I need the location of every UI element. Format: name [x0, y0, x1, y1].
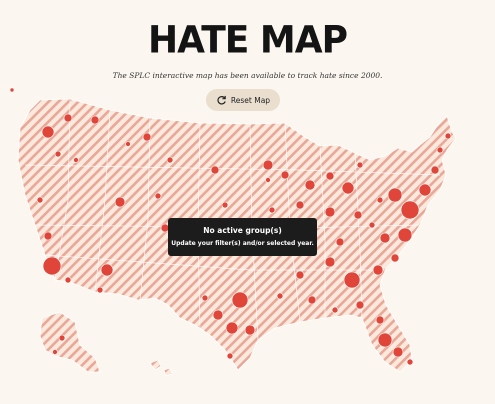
notice-message: Update your filter(s) and/or selected ye… — [171, 240, 314, 247]
map-marker — [418, 183, 432, 197]
map-marker — [406, 358, 414, 366]
reset-map-button[interactable]: Reset Map — [206, 89, 280, 111]
map-marker — [52, 349, 58, 355]
map-marker — [324, 256, 336, 268]
map-marker — [221, 201, 229, 209]
map-marker — [41, 125, 55, 139]
map-marker — [372, 264, 384, 276]
map-marker — [63, 113, 73, 123]
no-results-notice: No active group(s) Update your filter(s)… — [168, 218, 317, 256]
map-marker — [280, 170, 290, 180]
map-marker — [9, 87, 15, 93]
map-marker — [387, 187, 403, 203]
map-marker — [343, 271, 361, 289]
map-marker — [96, 286, 104, 294]
map-marker — [265, 177, 271, 183]
map-marker — [43, 231, 53, 241]
map-marker — [225, 321, 239, 335]
notice-heading: No active group(s) — [203, 226, 282, 235]
map-marker — [430, 165, 440, 175]
map-marker — [307, 295, 317, 305]
map-marker — [355, 300, 365, 310]
map-marker — [42, 256, 62, 276]
map-marker — [268, 206, 276, 214]
map-marker — [368, 221, 376, 229]
page-subtitle: The SPLC interactive map has been availa… — [112, 71, 383, 80]
map-marker — [73, 157, 79, 163]
map-marker — [64, 276, 72, 284]
map-marker — [54, 150, 62, 158]
page-title: HATE MAP — [148, 18, 348, 63]
map-marker — [295, 200, 305, 210]
map-marker — [142, 132, 152, 142]
reset-map-label: Reset Map — [230, 95, 271, 105]
map-marker — [201, 294, 209, 302]
map-marker — [400, 200, 420, 220]
map-marker — [392, 346, 404, 358]
map-marker — [212, 309, 224, 321]
map-marker — [262, 159, 274, 171]
map-marker — [341, 181, 355, 195]
map-alaska[interactable] — [39, 311, 101, 373]
map-marker — [397, 227, 413, 243]
map-marker — [377, 332, 393, 348]
map-marker — [444, 132, 452, 140]
map-marker — [379, 232, 391, 244]
map-marker — [36, 196, 44, 204]
map-hawaii[interactable] — [149, 359, 173, 377]
group-markers[interactable] — [9, 87, 452, 366]
map-marker — [226, 352, 234, 360]
map-marker — [166, 156, 174, 164]
map-marker — [154, 192, 162, 200]
map-marker — [324, 206, 336, 218]
map-marker — [210, 165, 220, 175]
map-marker — [376, 196, 384, 204]
map-marker — [353, 210, 363, 220]
reset-icon — [216, 95, 227, 106]
map-marker — [100, 263, 114, 277]
map-marker — [390, 253, 400, 263]
map-marker — [244, 324, 256, 336]
map-marker — [114, 196, 126, 208]
map-marker — [231, 291, 249, 309]
map-marker — [276, 292, 284, 300]
map-marker — [335, 237, 345, 247]
map-marker — [331, 306, 339, 314]
map-marker — [295, 270, 305, 280]
map-marker — [356, 161, 364, 169]
map-marker — [375, 315, 385, 325]
map-marker — [58, 334, 66, 342]
map-marker — [436, 146, 444, 154]
map-marker — [90, 115, 100, 125]
map-marker — [325, 171, 335, 181]
map-marker — [304, 179, 316, 191]
map-marker — [125, 141, 131, 147]
